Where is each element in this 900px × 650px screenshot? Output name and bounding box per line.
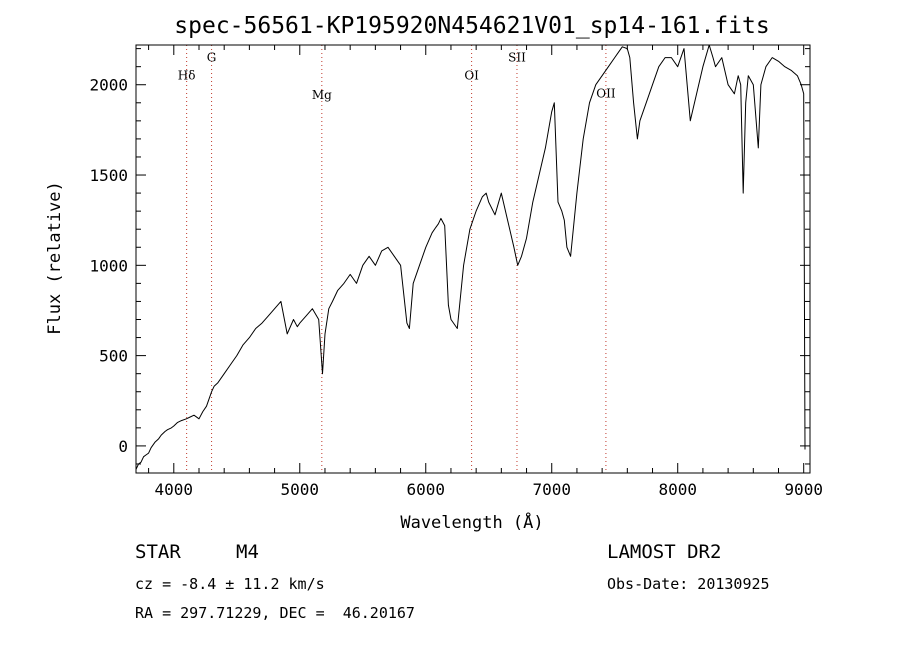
x-tick-label: 8000	[658, 480, 697, 499]
y-tick-label: 2000	[89, 76, 128, 95]
observation-date: Obs-Date: 20130925	[607, 575, 770, 593]
plot-area: Hδ G Mg OI SII OII 4000 5000 6000 7000 8000 9000 0 50…	[89, 44, 823, 499]
spectral-line-label: Mg	[312, 88, 332, 102]
spectrum-line	[135, 44, 806, 470]
spectral-line-label: Hδ	[178, 68, 196, 82]
survey-name: LAMOST DR2	[607, 541, 722, 563]
y-tick-label: 0	[118, 437, 128, 456]
spectral-line-label: OI	[464, 68, 479, 82]
x-tick-label: 7000	[532, 480, 571, 499]
x-tick-label: 4000	[155, 480, 194, 499]
spectral-line-label: G	[207, 50, 217, 64]
x-tick-label: 9000	[784, 480, 823, 499]
y-tick-label: 1500	[89, 166, 128, 185]
y-axis-label: Flux (relative)	[45, 181, 65, 335]
chart-title: spec-56561-KP195920N454621V01_sp14-161.f…	[174, 13, 769, 39]
x-tick-label: 5000	[281, 480, 320, 499]
coordinates: RA = 297.71229, DEC = 46.20167	[135, 604, 415, 622]
spectral-line-label: SII	[508, 50, 526, 64]
spectral-line-label: OII	[596, 86, 616, 100]
object-class: STAR	[135, 541, 181, 563]
y-tick-label: 500	[99, 347, 128, 366]
y-tick-label: 1000	[89, 256, 128, 275]
x-tick-label: 6000	[406, 480, 445, 499]
spectrum-chart: spec-56561-KP195920N454621V01_sp14-161.f…	[45, 13, 823, 533]
object-subclass: M4	[236, 541, 259, 563]
redshift-info: cz = -8.4 ± 11.2 km/s	[135, 575, 325, 593]
plot-frame	[135, 44, 811, 474]
x-axis-label: Wavelength (Å)	[400, 511, 543, 533]
